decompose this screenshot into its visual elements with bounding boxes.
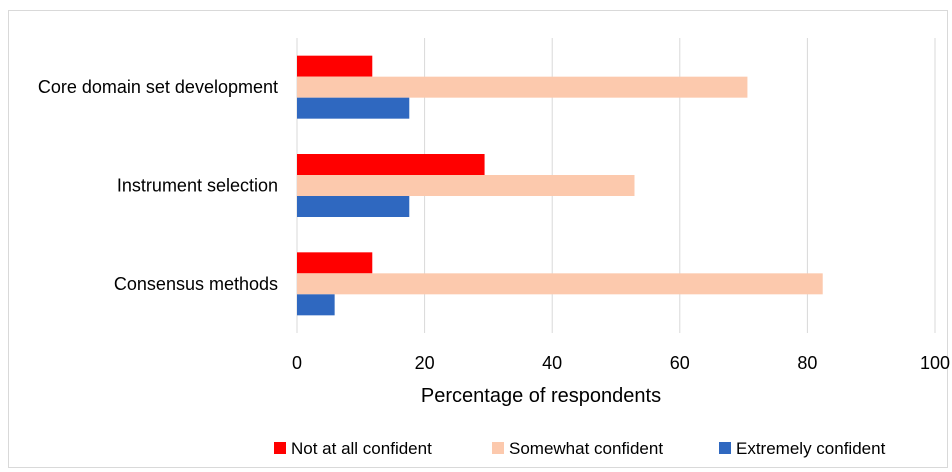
bar — [297, 273, 823, 295]
bar — [297, 76, 748, 98]
bar — [297, 97, 410, 119]
legend-label: Not at all confident — [291, 439, 432, 458]
legend-label: Somewhat confident — [509, 439, 663, 458]
bar — [297, 55, 373, 77]
bar — [297, 196, 410, 217]
x-tick-label: 40 — [542, 353, 562, 373]
bar — [297, 175, 635, 196]
legend-swatch — [719, 442, 731, 454]
x-tick-label: 80 — [797, 353, 817, 373]
legend-label: Extremely confident — [736, 439, 886, 458]
category-label: Consensus methods — [114, 274, 278, 294]
category-label: Core domain set development — [38, 77, 278, 97]
bar — [297, 294, 335, 316]
legend-swatch — [492, 442, 504, 454]
x-tick-label: 60 — [670, 353, 690, 373]
x-axis-title: Percentage of respondents — [421, 385, 661, 407]
x-tick-label: 20 — [415, 353, 435, 373]
x-tick-label: 100 — [920, 353, 950, 373]
bar — [297, 154, 485, 175]
bar — [297, 252, 373, 274]
category-label: Instrument selection — [117, 176, 278, 196]
x-tick-label: 0 — [292, 353, 302, 373]
legend-swatch — [274, 442, 286, 454]
